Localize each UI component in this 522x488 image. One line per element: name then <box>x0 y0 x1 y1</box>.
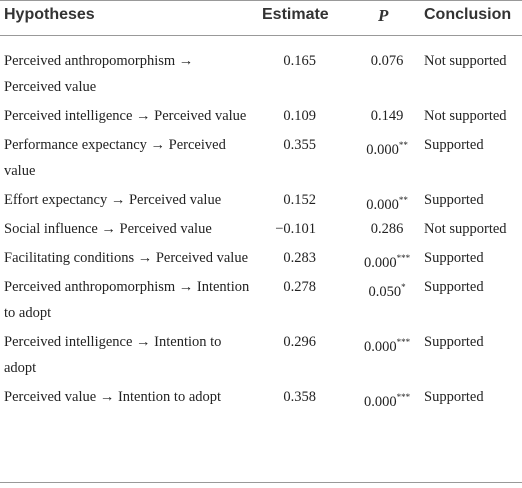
estimate-cell: 0.109 <box>283 108 316 124</box>
table-row: Perceived intelligence → Intention to ad… <box>0 328 522 383</box>
p-value-cell: 0.000*** <box>356 245 418 276</box>
estimate-cell: 0.152 <box>283 192 316 208</box>
hypothesis-cell: Social influence → Perceived value <box>4 221 212 237</box>
conclusion-cell: Supported <box>424 192 484 208</box>
estimate-cell: 0.283 <box>283 250 316 266</box>
table-body: Perceived anthropomorphism → Perceived v… <box>0 47 522 412</box>
p-value: 0.149 <box>370 108 404 124</box>
significance-mark: ** <box>398 140 408 150</box>
estimate-cell: −0.101 <box>275 221 316 237</box>
p-value-cell: 0.000*** <box>356 384 418 415</box>
table-row: Performance expectancy → Perceived value… <box>0 131 522 186</box>
table-row: Effort expectancy → Perceived value 0.152… <box>0 186 522 215</box>
header-cell: Estimate <box>262 6 329 23</box>
hypothesis-cell: Perceived intelligence → Intention to ad… <box>4 334 222 376</box>
p-value-cell: 0.286 <box>356 216 418 242</box>
hypothesis-cell: Perceived value → Intention to adopt <box>4 389 222 405</box>
p-value-cell: 0.149 <box>356 103 418 129</box>
conclusion-cell: Not supported <box>424 221 507 237</box>
conclusion-cell: Supported <box>424 137 484 153</box>
estimate-cell: 0.165 <box>283 53 316 69</box>
significance-mark: *** <box>396 337 411 347</box>
header-cell: Conclusion <box>424 6 512 23</box>
hypothesis-cell: Effort expectancy → Perceived value <box>4 192 222 208</box>
significance-mark: ** <box>398 195 408 205</box>
significance-mark: *** <box>396 392 411 402</box>
p-value-cell: 0.000** <box>356 132 418 163</box>
hypothesis-cell: Perceived intelligence → Perceived value <box>4 108 247 124</box>
hypothesis-cell: Perceived anthropomorphism → Intention t… <box>4 279 250 321</box>
hypothesis-cell: Perceived anthropomorphism → Perceived v… <box>4 53 194 95</box>
significance-mark: * <box>401 282 406 292</box>
p-value: 0.000 <box>363 254 397 271</box>
estimate-cell: 0.355 <box>283 137 316 153</box>
p-value-cell: 0.000*** <box>356 329 418 360</box>
hypothesis-cell: Facilitating conditions → Perceived valu… <box>4 250 249 266</box>
conclusion-cell: Supported <box>424 279 484 295</box>
table-row: Facilitating conditions → Perceived valu… <box>0 244 522 273</box>
header-cell: P <box>378 6 389 25</box>
p-value: 0.000 <box>366 196 399 213</box>
hypothesis-cell: Performance expectancy → Perceived value <box>4 137 226 179</box>
significance-mark: *** <box>396 253 411 263</box>
conclusion-cell: Supported <box>424 389 484 405</box>
header-cell: Hypotheses <box>4 6 95 23</box>
table-row: Social influence → Perceived value −0.101… <box>0 215 522 244</box>
estimate-cell: 0.358 <box>283 389 316 405</box>
p-value: 0.000 <box>363 338 397 355</box>
table-row: Perceived value → Intention to adopt 0.35… <box>0 383 522 412</box>
conclusion-cell: Not supported <box>424 108 507 124</box>
conclusion-cell: Not supported <box>424 53 507 69</box>
p-value-cell: 0.076 <box>356 48 418 74</box>
bottom-rule <box>0 482 522 483</box>
estimate-cell: 0.296 <box>283 334 316 350</box>
p-value: 0.000 <box>363 393 397 410</box>
conclusion-cell: Supported <box>424 250 484 266</box>
p-value-cell: 0.000** <box>356 187 418 218</box>
p-value: 0.076 <box>370 53 404 69</box>
p-value: 0.050 <box>368 283 402 300</box>
p-value: 0.286 <box>370 221 404 237</box>
table-row: Perceived anthropomorphism → Perceived v… <box>0 47 522 102</box>
table-row: Perceived intelligence → Perceived value… <box>0 102 522 131</box>
p-value: 0.000 <box>366 141 399 158</box>
estimate-cell: 0.278 <box>283 279 316 295</box>
conclusion-cell: Supported <box>424 334 484 350</box>
header-row: Hypotheses Estimate P Conclusion <box>0 0 522 36</box>
p-value-cell: 0.050* <box>356 274 418 305</box>
table-row: Perceived anthropomorphism → Intention t… <box>0 273 522 328</box>
